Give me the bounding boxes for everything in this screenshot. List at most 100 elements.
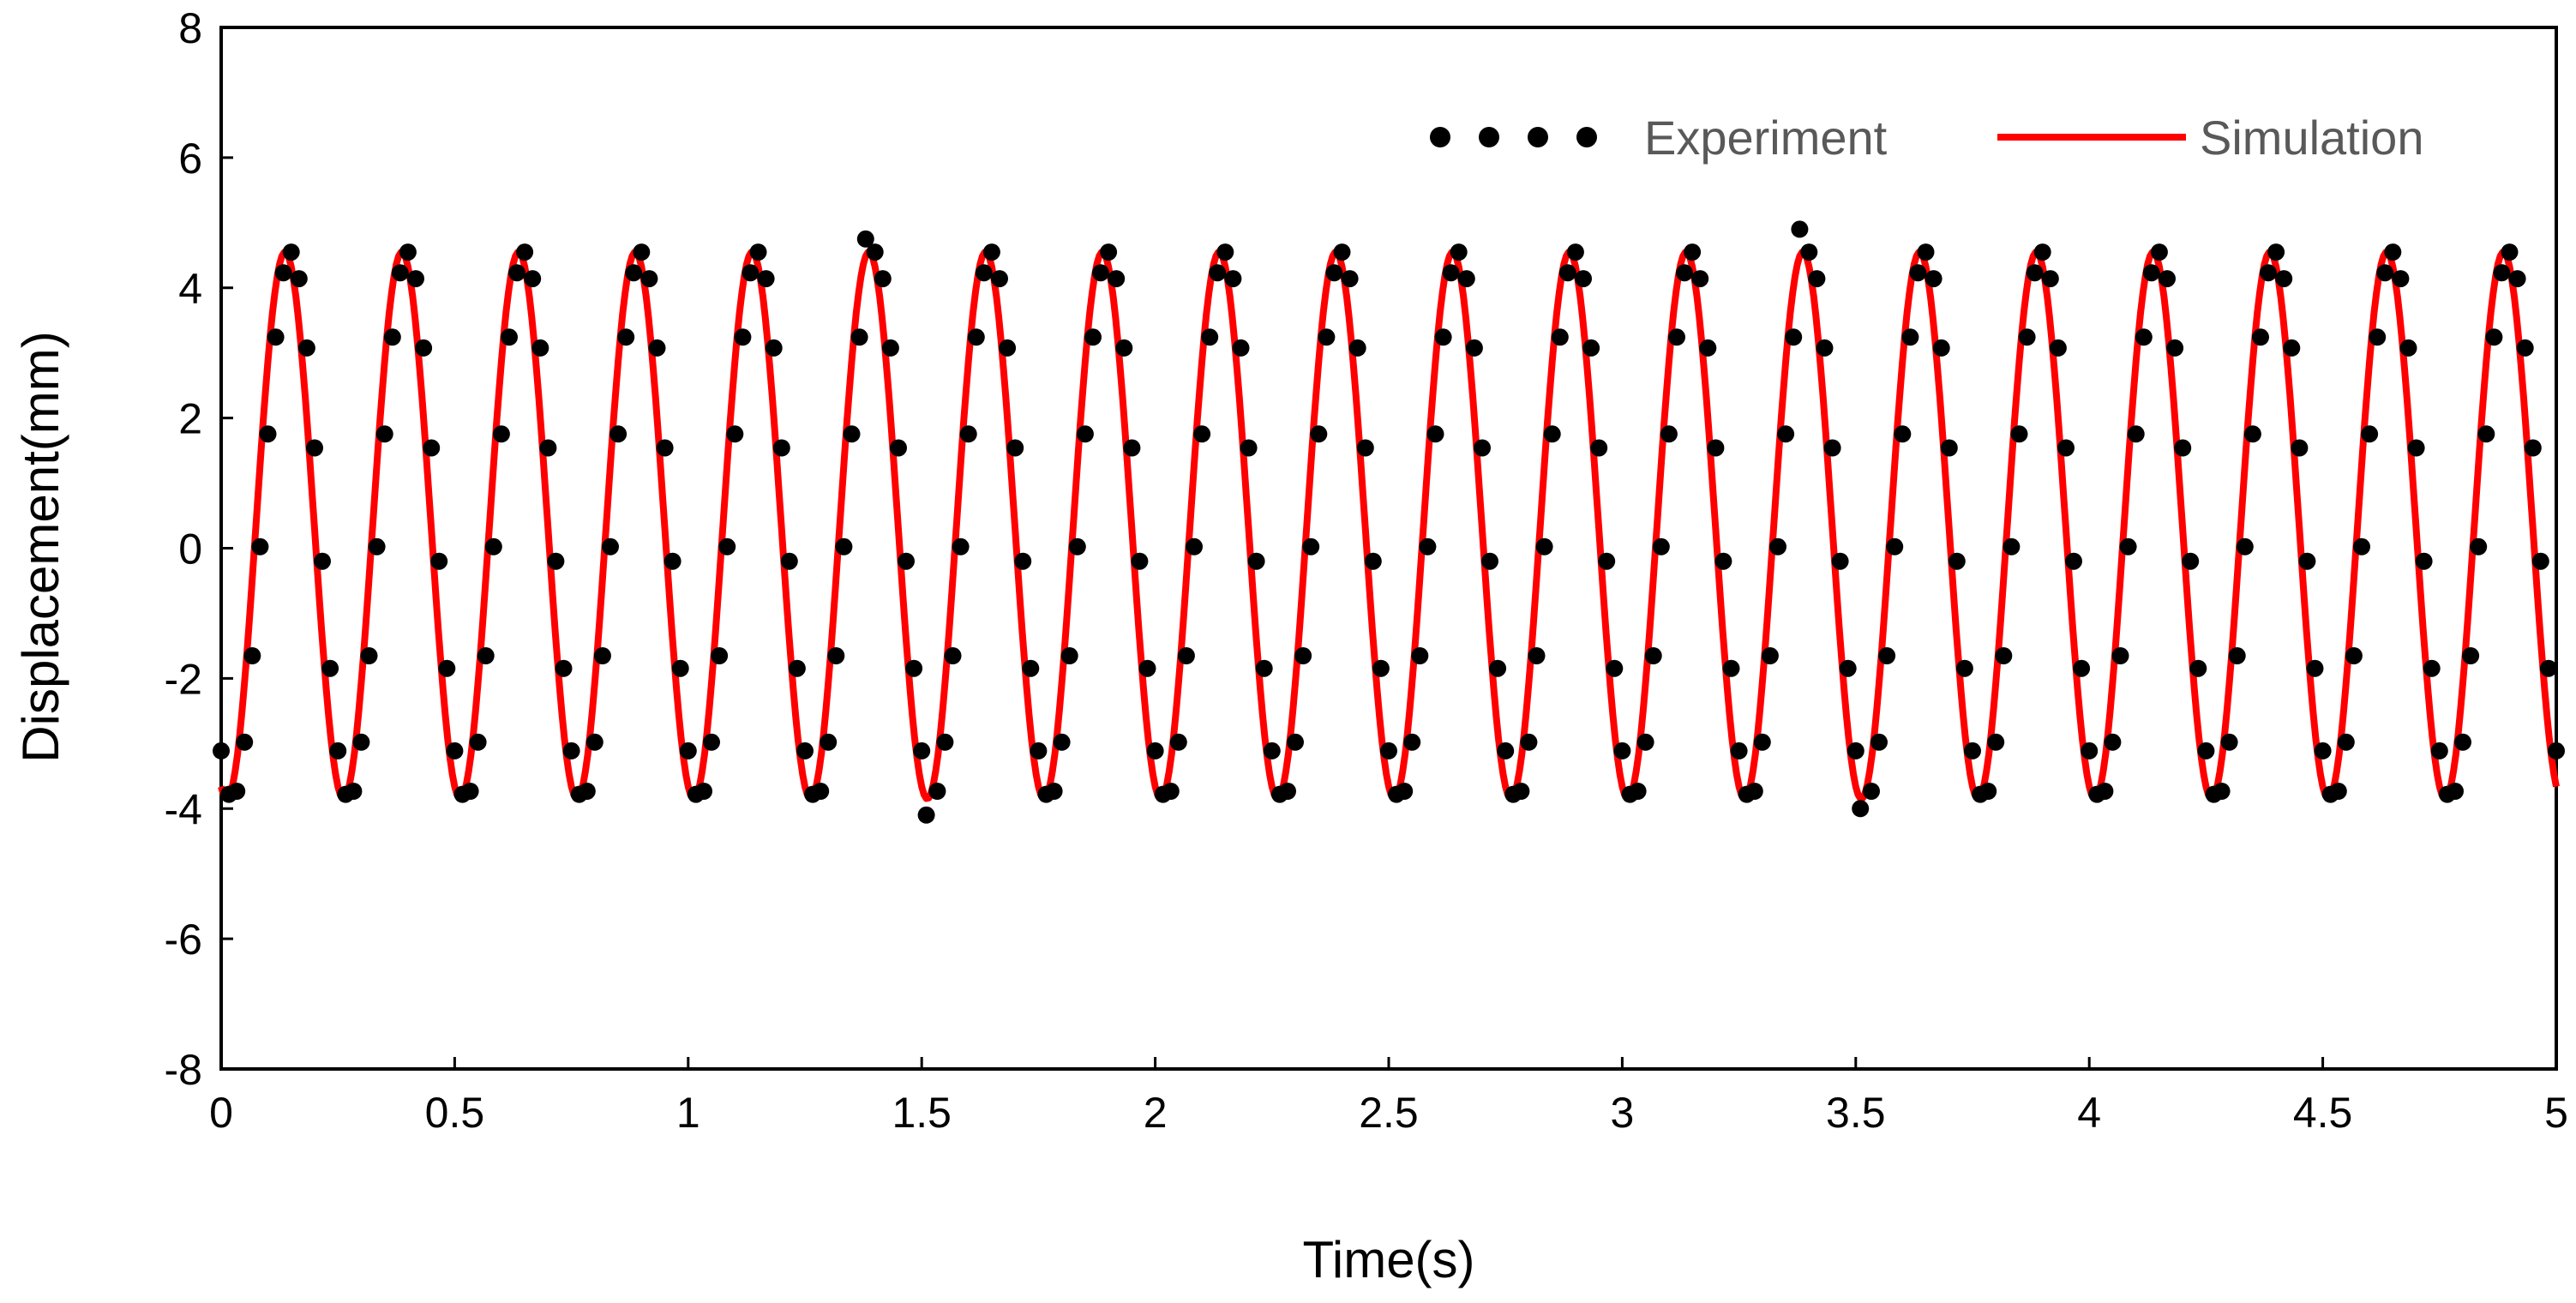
- legend-experiment-marker: [1528, 127, 1548, 147]
- experiment-point: [788, 659, 806, 677]
- experiment-point: [1318, 328, 1336, 346]
- experiment-point: [508, 264, 525, 282]
- legend-experiment-marker: [1430, 127, 1450, 147]
- experiment-point: [1380, 742, 1397, 760]
- experiment-point: [2252, 328, 2269, 346]
- experiment-point: [1714, 552, 1732, 570]
- experiment-point: [633, 243, 651, 261]
- experiment-point: [1100, 243, 1118, 261]
- experiment-point: [1863, 783, 1880, 800]
- x-tick-label: 4.5: [2293, 1089, 2353, 1137]
- y-tick-label: 0: [178, 525, 202, 573]
- experiment-point: [1606, 659, 1624, 677]
- experiment-point: [274, 264, 292, 282]
- experiment-point: [251, 537, 269, 555]
- experiment-point: [1247, 552, 1265, 570]
- experiment-point: [1769, 537, 1786, 555]
- experiment-point: [1964, 742, 1981, 760]
- experiment-point: [282, 243, 300, 261]
- experiment-point: [734, 328, 752, 346]
- experiment-point: [2236, 537, 2254, 555]
- experiment-point: [679, 742, 697, 760]
- y-tick-label: 6: [178, 135, 202, 183]
- experiment-point: [1955, 659, 1973, 677]
- experiment-point: [2283, 339, 2301, 357]
- experiment-point: [297, 339, 315, 357]
- experiment-point: [1846, 742, 1864, 760]
- experiment-point: [1886, 537, 1904, 555]
- experiment-point: [1940, 439, 1958, 457]
- experiment-point: [1761, 647, 1779, 664]
- experiment-point: [2081, 742, 2099, 760]
- experiment-point: [1465, 339, 1483, 357]
- experiment-point: [360, 647, 378, 664]
- experiment-point: [1201, 328, 1219, 346]
- experiment-point: [2159, 270, 2176, 288]
- experiment-point: [1325, 264, 1343, 282]
- experiment-point: [2111, 647, 2129, 664]
- experiment-point: [2531, 552, 2549, 570]
- experiment-point: [1932, 339, 1950, 357]
- x-tick-label: 3.5: [1826, 1089, 1886, 1137]
- experiment-point: [321, 659, 339, 677]
- experiment-point: [593, 647, 611, 664]
- experiment-point: [1489, 659, 1507, 677]
- experiment-point: [484, 537, 502, 555]
- experiment-point: [2135, 328, 2153, 346]
- experiment-point: [2516, 339, 2534, 357]
- experiment-point: [1831, 552, 1849, 570]
- experiment-point: [1948, 552, 1966, 570]
- experiment-point: [1169, 733, 1187, 751]
- experiment-point: [423, 439, 441, 457]
- experiment-point: [1022, 659, 1040, 677]
- experiment-point: [368, 537, 386, 555]
- experiment-point: [1582, 339, 1600, 357]
- experiment-point: [375, 425, 393, 443]
- experiment-point: [827, 647, 845, 664]
- y-tick-label: 4: [178, 265, 202, 313]
- experiment-point: [1255, 659, 1273, 677]
- experiment-point: [2228, 647, 2246, 664]
- experiment-point: [2501, 243, 2519, 261]
- experiment-point: [1403, 733, 1421, 751]
- experiment-point: [1014, 552, 1032, 570]
- x-tick-label: 1.5: [892, 1089, 952, 1137]
- experiment-point: [2243, 425, 2261, 443]
- experiment-point: [1123, 439, 1141, 457]
- experiment-point: [430, 552, 448, 570]
- experiment-point: [2462, 647, 2480, 664]
- experiment-point: [2306, 659, 2324, 677]
- experiment-point: [2010, 425, 2028, 443]
- experiment-point: [1566, 243, 1584, 261]
- experiment-point: [2384, 243, 2402, 261]
- experiment-point: [1870, 733, 1888, 751]
- experiment-point: [967, 328, 985, 346]
- experiment-point: [1053, 733, 1071, 751]
- experiment-point: [1745, 783, 1763, 800]
- experiment-point: [742, 264, 760, 282]
- experiment-point: [2298, 552, 2316, 570]
- simulation-layer: [218, 249, 2560, 802]
- experiment-point: [1426, 425, 1444, 443]
- experiment-point: [259, 425, 277, 443]
- experiment-point: [1294, 647, 1312, 664]
- experiment-point: [1852, 800, 1870, 818]
- experiment-point: [1894, 425, 1912, 443]
- experiment-point: [438, 659, 456, 677]
- experiment-point: [399, 243, 417, 261]
- experiment-point: [2548, 742, 2565, 760]
- experiment-point: [780, 552, 798, 570]
- experiment-point: [913, 742, 931, 760]
- experiment-point: [856, 230, 874, 248]
- x-tick-label: 5: [2544, 1089, 2568, 1137]
- x-tick-label: 2: [1144, 1089, 1168, 1137]
- x-tick-label: 2.5: [1359, 1089, 1419, 1137]
- experiment-point: [1356, 439, 1374, 457]
- experiment-point: [1138, 659, 1156, 677]
- x-axis-title: Time(s): [1302, 1231, 1474, 1288]
- experiment-point: [2142, 264, 2160, 282]
- experiment-point: [2524, 439, 2542, 457]
- experiment-point: [944, 647, 962, 664]
- experiment-point: [2508, 270, 2526, 288]
- experiment-point: [1668, 328, 1685, 346]
